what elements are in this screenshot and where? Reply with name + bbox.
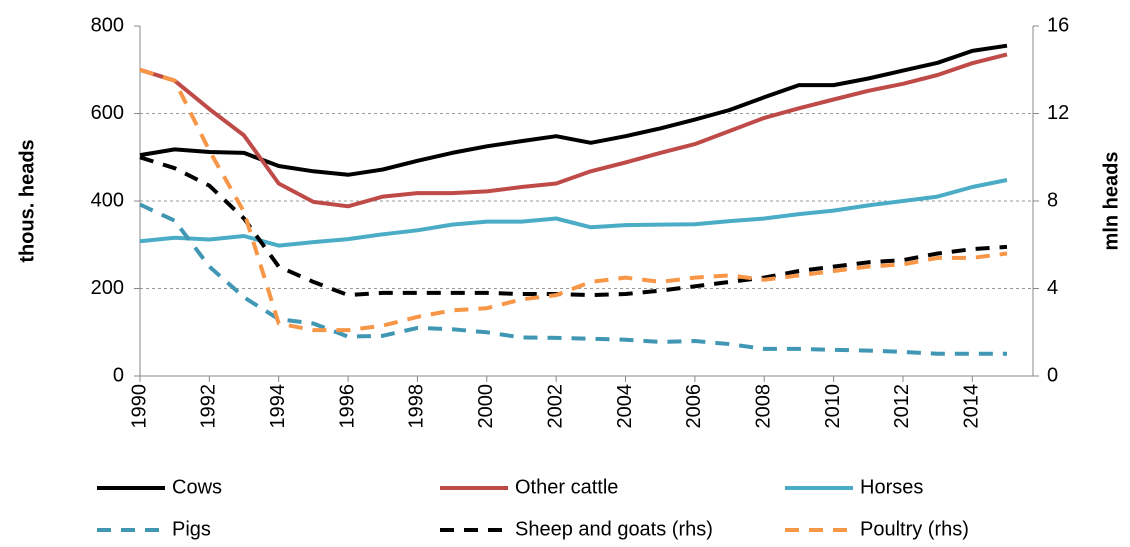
series-line	[139, 67, 1008, 333]
y2-tick-label: 16	[1047, 14, 1069, 36]
x-tick-label: 1990	[128, 384, 150, 429]
x-tick-label: 2004	[614, 384, 636, 429]
x-tick-label: 2008	[753, 384, 775, 429]
legend-label: Poultry (rhs)	[860, 518, 969, 540]
series-line	[139, 155, 1008, 298]
x-tick-label: 2000	[475, 384, 497, 429]
x-tick-label: 2012	[891, 384, 913, 429]
legend-label: Other cattle	[515, 476, 618, 498]
y2-tick-label: 4	[1047, 277, 1058, 299]
y2-tick-label: 8	[1047, 189, 1058, 211]
y2-tick-label: 0	[1047, 364, 1058, 386]
x-tick-label: 2006	[683, 384, 705, 429]
y-tick-label: 200	[91, 277, 124, 299]
series-line	[139, 52, 1008, 209]
legend-label: Cows	[172, 476, 222, 498]
y2-axis-label: mln heads	[1100, 152, 1122, 251]
y-axis-label: thous. heads	[16, 139, 38, 262]
y-tick-label: 600	[91, 102, 124, 124]
legend-label: Horses	[860, 476, 923, 498]
y-tick-label: 0	[113, 364, 124, 386]
x-tick-label: 1998	[406, 384, 428, 429]
series-line	[139, 43, 1008, 177]
y2-tick-label: 12	[1047, 102, 1069, 124]
series-line	[139, 202, 1007, 356]
legend-label: Sheep and goats (rhs)	[515, 518, 713, 540]
x-tick-label: 2010	[822, 384, 844, 429]
x-tick-label: 2014	[961, 384, 983, 429]
x-tick-label: 1996	[336, 384, 358, 429]
y-tick-label: 800	[91, 14, 124, 36]
series-line	[139, 178, 1008, 248]
x-tick-label: 1994	[267, 384, 289, 429]
y-tick-label: 400	[91, 189, 124, 211]
x-tick-label: 2002	[544, 384, 566, 429]
x-tick-label: 1992	[198, 384, 220, 429]
legend-label: Pigs	[172, 518, 211, 540]
